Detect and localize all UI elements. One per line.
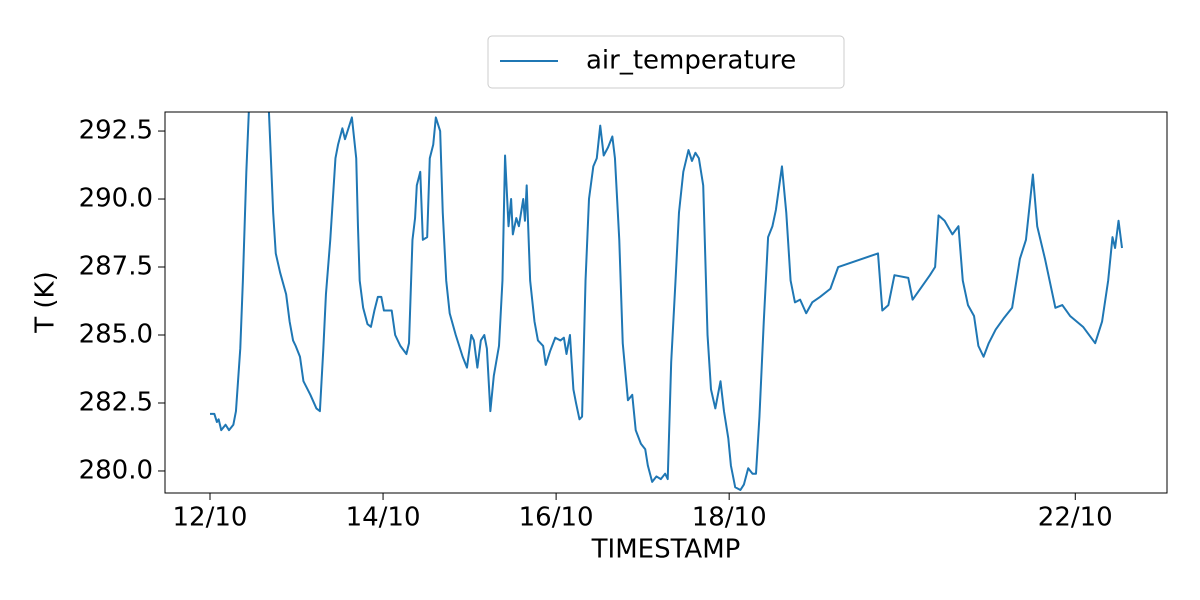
x-axis-label: TIMESTAMP: [591, 535, 741, 565]
x-tick-label: 18/10: [692, 503, 767, 533]
y-tick-label: 285.0: [79, 319, 153, 349]
x-tick-label: 14/10: [346, 503, 421, 533]
y-tick-label: 287.5: [79, 252, 153, 282]
y-tick-label: 292.5: [79, 116, 153, 146]
y-tick-label: 280.0: [79, 455, 153, 485]
x-tick-label: 12/10: [173, 503, 248, 533]
legend-label: air_temperature: [586, 46, 796, 76]
y-axis-label: T (K): [31, 271, 61, 333]
y-tick-label: 290.0: [79, 184, 153, 214]
plot-frame: [164, 111, 1168, 494]
x-tick-label: 16/10: [519, 503, 594, 533]
x-tick-label: 22/10: [1038, 503, 1113, 533]
legend-box: [487, 35, 845, 89]
data-line: [209, 112, 1124, 492]
y-tick-label: 282.5: [79, 387, 153, 417]
